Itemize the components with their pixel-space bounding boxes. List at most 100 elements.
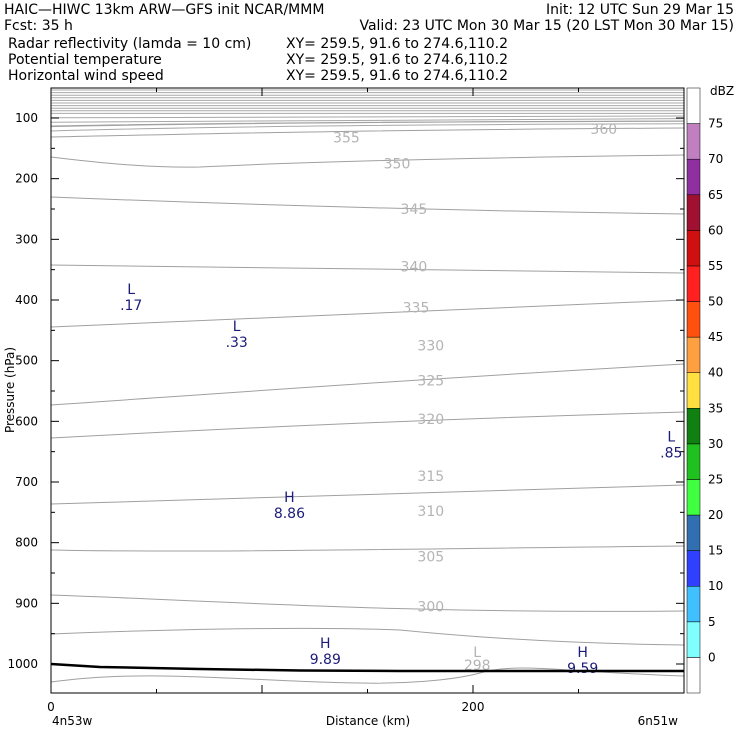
- x-axis: 0 200: [47, 88, 685, 714]
- colorbar-level: 10: [708, 579, 723, 593]
- theta-extremum-marker: L: [473, 645, 481, 661]
- colorbar-level: 25: [708, 473, 723, 487]
- theta-label: 305: [417, 550, 444, 566]
- colorbar-swatch: [686, 336, 701, 373]
- header-forecast: Fcst: 35 h: [4, 18, 73, 34]
- header-valid: Valid: 23 UTC Mon 30 Mar 15 (20 LST Mon …: [359, 18, 734, 34]
- colorbar-level: 65: [708, 188, 723, 202]
- theta-line: [50, 112, 685, 115]
- theta-line: [50, 115, 685, 119]
- colorbar-swatch: [686, 514, 701, 551]
- wind-extremum-marker: H: [577, 645, 588, 661]
- colorbar-level: 5: [708, 615, 716, 629]
- theta-extrema-labels: L: [473, 645, 481, 661]
- wind-extremum-value: .33: [226, 335, 248, 351]
- field-xy: XY= 259.5, 91.6 to 274.6,110.2: [286, 68, 508, 84]
- theta-line: [50, 99, 685, 102]
- field-name: Horizontal wind speed: [8, 68, 164, 84]
- theta-contour: [50, 363, 685, 406]
- theta-label: 360: [590, 122, 617, 138]
- y-tick-label: 700: [15, 475, 38, 489]
- terrain-line: [50, 662, 684, 673]
- colorbar-swatch: [686, 301, 701, 338]
- wind-extremum-value: 8.86: [274, 506, 305, 522]
- y-tick-label: 500: [15, 354, 38, 368]
- theta-line: [50, 110, 685, 112]
- theta-contour: [50, 154, 685, 168]
- colorbar-swatch: [686, 479, 701, 516]
- theta-contour: [50, 120, 685, 127]
- theta-contour: [50, 196, 685, 215]
- wind-extremum-marker: H: [284, 490, 295, 506]
- theta-contour: [50, 627, 685, 646]
- wind-extremum-marker: L: [127, 282, 135, 298]
- colorbar-swatch: [686, 158, 701, 196]
- colorbar-level: 50: [708, 295, 723, 309]
- colorbar-swatch: [686, 372, 701, 409]
- colorbar-level: 55: [708, 259, 723, 273]
- theta-label: 350: [384, 157, 411, 173]
- colorbar-level: 40: [708, 366, 723, 380]
- theta-line: [50, 102, 685, 104]
- field-xy: XY= 259.5, 91.6 to 274.6,110.2: [286, 52, 508, 68]
- x-tick-label: 0: [47, 700, 55, 714]
- theta-contour: [50, 545, 685, 552]
- y-tick-label: 100: [15, 111, 38, 125]
- wind-extremum-value: 9.59: [567, 661, 598, 677]
- theta-label: 325: [417, 374, 444, 390]
- wind-extremum-value: 9.89: [310, 652, 341, 668]
- theta-contour: [50, 264, 685, 274]
- field-name: Potential temperature: [8, 52, 162, 68]
- colorbar-level: 70: [708, 152, 723, 166]
- x-end-point: 6n51w: [638, 714, 679, 728]
- theta-label: 345: [401, 202, 428, 218]
- colorbar-swatch: [686, 408, 701, 445]
- theta-line: [50, 97, 685, 99]
- y-axis: 100 200 300 400 500 600 700 800 900 1000: [7, 111, 684, 671]
- theta-contour: [50, 127, 685, 138]
- x-tick-label: 200: [462, 700, 485, 714]
- theta-line: [50, 94, 685, 97]
- theta-line: [50, 92, 685, 94]
- y-tick-label: 600: [15, 414, 38, 428]
- colorbar-level: 15: [708, 544, 723, 558]
- theta-label: 330: [417, 339, 444, 355]
- x-start-point: 4n53w: [52, 714, 93, 728]
- wind-extremum-marker: L: [233, 319, 241, 335]
- theta-label: 315: [417, 469, 444, 485]
- theta-label: 300: [417, 599, 444, 615]
- theta-contour: [50, 594, 685, 612]
- y-tick-label: 200: [15, 172, 38, 186]
- field-name: Radar reflectivity (lamda = 10 cm): [8, 36, 251, 52]
- colorbar-swatch: [686, 443, 701, 480]
- colorbar-level: 60: [708, 223, 723, 237]
- y-tick-label: 900: [15, 596, 38, 610]
- theta-line: [50, 107, 685, 110]
- colorbar-swatch: [686, 265, 701, 302]
- colorbar-swatch: [686, 657, 701, 694]
- wind-extremum-value: .85: [660, 446, 682, 462]
- field-xy: XY= 259.5, 91.6 to 274.6,110.2: [286, 36, 508, 52]
- theta-line: [50, 123, 685, 132]
- colorbar-unit: dBZ: [710, 84, 734, 98]
- theta-label: 320: [417, 412, 444, 428]
- colorbar-level: 75: [708, 117, 723, 131]
- colorbar-level: 0: [708, 650, 716, 664]
- colorbar-swatch: [686, 194, 701, 231]
- theta-label: 340: [401, 260, 428, 276]
- theta-contour: [50, 411, 685, 439]
- wind-extremum-marker: H: [320, 636, 331, 652]
- theta-label: 335: [403, 300, 430, 316]
- plot-area: 3603553503453403353303253203153103053002…: [50, 87, 685, 694]
- colorbar-level: 45: [708, 330, 723, 344]
- colorbar-swatch: [686, 550, 701, 587]
- theta-contour-labels: 3603553503453403353303253203153103053002…: [333, 122, 617, 674]
- y-tick-label: 1000: [7, 657, 38, 671]
- colorbar-level: 30: [708, 437, 723, 451]
- theta-label: 355: [333, 130, 360, 146]
- y-tick-label: 400: [15, 293, 38, 307]
- theta-line: [50, 89, 685, 91]
